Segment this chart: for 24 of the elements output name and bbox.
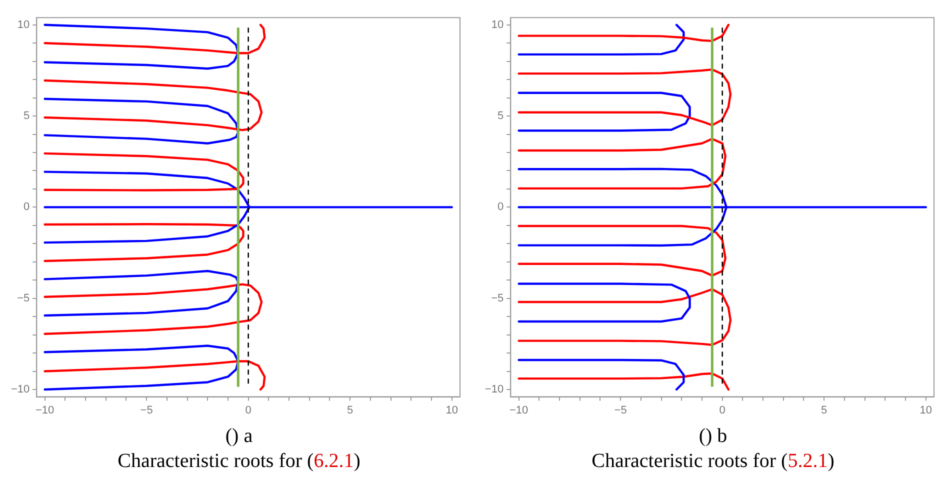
y-tick-label: 10 bbox=[17, 18, 30, 31]
x-tick-label: 0 bbox=[245, 404, 252, 416]
x-tick-label: 5 bbox=[821, 404, 828, 416]
y-tick-label: 0 bbox=[24, 201, 30, 214]
x-tick-label: 10 bbox=[920, 404, 932, 416]
y-tick-label: −5 bbox=[491, 292, 504, 304]
y-tick-label: −10 bbox=[10, 384, 30, 396]
x-tick-label: −5 bbox=[140, 404, 153, 416]
y-tick-label: 0 bbox=[498, 201, 504, 214]
y-tick-label: −10 bbox=[484, 384, 504, 396]
x-tick-label: −5 bbox=[614, 404, 627, 416]
y-tick-label: 5 bbox=[24, 110, 30, 122]
x-tick-label: 5 bbox=[347, 404, 354, 416]
text: () b bbox=[698, 425, 728, 447]
x-tick-label: 10 bbox=[446, 404, 458, 416]
y-tick-label: 5 bbox=[498, 110, 504, 122]
x-tick-label: −10 bbox=[509, 404, 528, 416]
text: Characteristic roots for (6.2.1) bbox=[118, 450, 360, 472]
y-tick-label: −5 bbox=[17, 292, 30, 304]
text: Characteristic roots for (5.2.1) bbox=[592, 450, 834, 472]
text: () a bbox=[225, 425, 253, 447]
x-tick-label: 0 bbox=[719, 404, 726, 416]
y-tick-label: 10 bbox=[491, 18, 504, 31]
x-tick-label: −10 bbox=[35, 404, 54, 416]
